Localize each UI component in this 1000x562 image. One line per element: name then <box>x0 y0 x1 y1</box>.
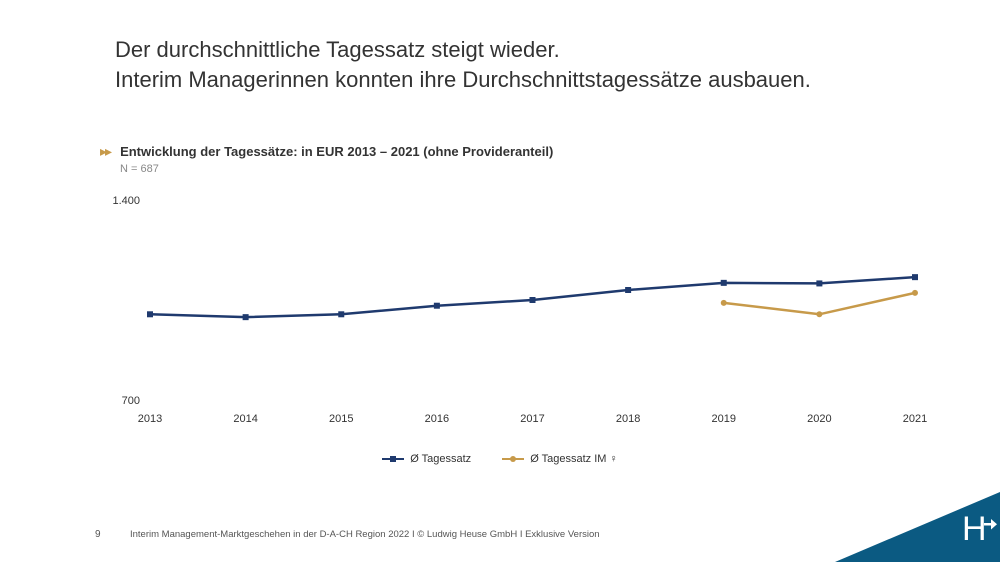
legend-swatch-1 <box>382 458 404 461</box>
footer: 9 Interim Management-Marktgeschehen in d… <box>0 518 1000 562</box>
page-number: 9 <box>95 529 101 540</box>
footer-text: Interim Management-Marktgeschehen in der… <box>130 529 600 540</box>
legend-label-2: Ø Tagessatz IM ♀ <box>530 453 618 465</box>
chart-svg: 700 1.400 2013 2014 2015 2016 2017 2018 2019 2020… <box>105 190 935 430</box>
title-line-1: Der durchschnittliche Tagessatz steigt w… <box>115 35 940 65</box>
svg-text:2020: 2020 <box>807 413 831 425</box>
legend: Ø Tagessatz Ø Tagessatz IM ♀ <box>0 451 1000 465</box>
bullet-icon: ▸▸ <box>100 143 110 160</box>
svg-text:2018: 2018 <box>616 413 640 425</box>
title-block: Der durchschnittliche Tagessatz steigt w… <box>115 35 940 94</box>
svg-text:2019: 2019 <box>712 413 736 425</box>
svg-text:2014: 2014 <box>233 413 257 425</box>
legend-item-1: Ø Tagessatz <box>382 453 471 465</box>
legend-item-2: Ø Tagessatz IM ♀ <box>502 453 618 465</box>
line-chart: 700 1.400 2013 2014 2015 2016 2017 2018 2019 2020… <box>105 190 935 430</box>
legend-swatch-2 <box>502 458 524 461</box>
svg-text:2013: 2013 <box>138 413 162 425</box>
legend-label-1: Ø Tagessatz <box>410 453 471 465</box>
svg-text:2021: 2021 <box>903 413 927 425</box>
svg-text:2015: 2015 <box>329 413 353 425</box>
svg-text:2017: 2017 <box>520 413 544 425</box>
title-line-2: Interim Managerinnen konnten ihre Durchs… <box>115 65 940 95</box>
n-count: N = 687 <box>120 163 159 175</box>
svg-text:1.400: 1.400 <box>112 195 140 207</box>
svg-text:700: 700 <box>122 395 140 407</box>
chart-subtitle: Entwicklung der Tagessätze: in EUR 2013 … <box>120 144 553 159</box>
svg-text:2016: 2016 <box>425 413 449 425</box>
chart-subtitle-row: ▸▸ Entwicklung der Tagessätze: in EUR 20… <box>100 143 553 160</box>
